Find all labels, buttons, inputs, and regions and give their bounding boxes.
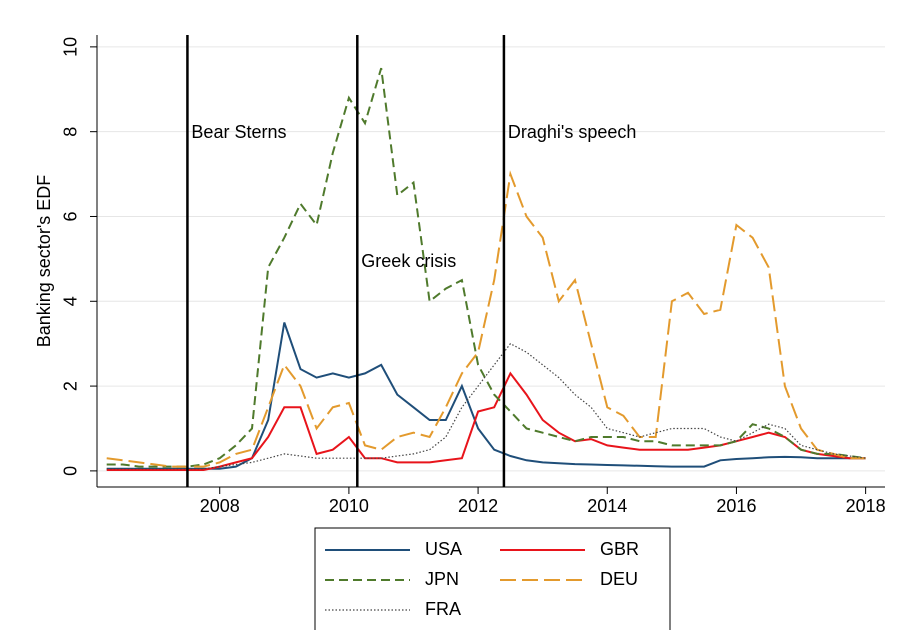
series-line: [106, 371, 866, 471]
event-label: Greek crisis: [361, 251, 456, 271]
y-tick-label: 0: [61, 466, 81, 476]
event-label: Draghi's speech: [508, 122, 637, 142]
legend-label: FRA: [425, 599, 461, 619]
event-label: Bear Sterns: [191, 122, 286, 142]
series-line: [106, 342, 866, 470]
series-line: [106, 322, 866, 470]
x-tick-label: 2010: [329, 496, 369, 516]
y-tick-label: 4: [61, 296, 81, 306]
y-tick-label: 10: [61, 37, 81, 57]
legend-label: JPN: [425, 569, 459, 589]
y-tick-label: 2: [61, 381, 81, 391]
legend-label: GBR: [600, 539, 639, 559]
x-tick-label: 2016: [716, 496, 756, 516]
x-tick-label: 2018: [846, 496, 886, 516]
y-axis-title: Banking sector's EDF: [34, 175, 54, 348]
series-line: [106, 67, 866, 468]
x-tick-label: 2012: [458, 496, 498, 516]
series-line: [106, 170, 866, 468]
y-tick-label: 6: [61, 211, 81, 221]
legend-label: USA: [425, 539, 462, 559]
y-tick-label: 8: [61, 127, 81, 137]
x-tick-label: 2014: [587, 496, 627, 516]
x-tick-label: 2008: [200, 496, 240, 516]
legend-label: DEU: [600, 569, 638, 589]
